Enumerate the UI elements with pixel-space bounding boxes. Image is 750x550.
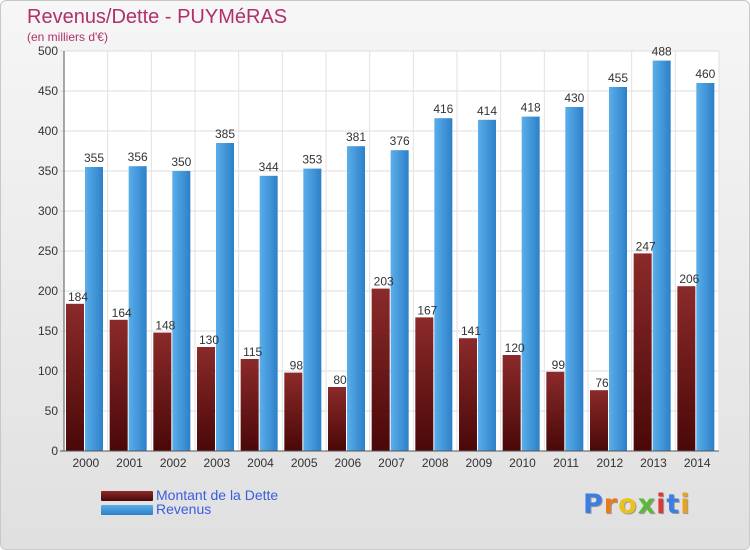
bar-revenus bbox=[565, 107, 584, 451]
data-label-revenus: 353 bbox=[302, 153, 322, 167]
data-label-revenus: 488 bbox=[652, 45, 672, 59]
legend-swatch-revenus bbox=[101, 505, 153, 515]
bar-revenus bbox=[609, 87, 627, 451]
bar-dette bbox=[459, 338, 477, 451]
data-label-dette: 98 bbox=[290, 359, 304, 373]
y-tick-label: 150 bbox=[38, 324, 58, 338]
chart-title: Revenus/Dette - PUYMéRAS bbox=[27, 6, 288, 28]
data-label-dette: 115 bbox=[243, 345, 262, 359]
bar-revenus bbox=[521, 116, 540, 451]
bar-dette bbox=[546, 371, 565, 451]
data-label-dette: 148 bbox=[155, 319, 175, 333]
y-tick-label: 400 bbox=[38, 124, 58, 138]
y-tick-label: 100 bbox=[38, 364, 58, 378]
bar-dette bbox=[66, 303, 84, 451]
data-label-dette: 99 bbox=[552, 358, 566, 372]
bar-dette bbox=[240, 359, 259, 451]
x-tick-label: 2001 bbox=[116, 456, 143, 470]
data-label-revenus: 350 bbox=[171, 155, 191, 169]
bar-dette bbox=[197, 347, 215, 451]
data-label-dette: 184 bbox=[68, 290, 88, 304]
data-label-dette: 120 bbox=[505, 341, 525, 355]
chart-subtitle: (en milliers d'€) bbox=[27, 30, 108, 44]
x-tick-label: 2014 bbox=[684, 456, 711, 470]
bar-revenus bbox=[128, 166, 147, 451]
data-label-dette: 141 bbox=[461, 324, 481, 338]
bar-revenus bbox=[347, 146, 365, 451]
bar-revenus bbox=[259, 175, 278, 452]
bar-dette bbox=[677, 286, 696, 451]
y-tick-label: 450 bbox=[38, 84, 58, 98]
x-tick-label: 2002 bbox=[160, 456, 187, 470]
bar-dette bbox=[502, 355, 521, 451]
bar-revenus bbox=[172, 171, 191, 451]
legend-label-dette: Montant de la Dette bbox=[156, 487, 279, 503]
x-tick-label: 2011 bbox=[553, 456, 579, 470]
bar-dette bbox=[153, 332, 172, 451]
x-tick-label: 2008 bbox=[422, 456, 449, 470]
x-tick-label: 2013 bbox=[640, 456, 667, 470]
y-tick-label: 0 bbox=[51, 444, 58, 458]
y-tick-label: 250 bbox=[38, 244, 58, 258]
data-label-dette: 164 bbox=[112, 306, 132, 320]
x-tick-label: 2009 bbox=[465, 456, 492, 470]
data-label-revenus: 455 bbox=[608, 71, 628, 85]
bar-dette bbox=[590, 390, 608, 451]
data-label-revenus: 418 bbox=[521, 101, 541, 115]
y-tick-label: 50 bbox=[45, 404, 59, 418]
data-label-dette: 247 bbox=[636, 239, 656, 253]
data-label-revenus: 376 bbox=[390, 134, 410, 148]
x-tick-label: 2006 bbox=[334, 456, 361, 470]
data-label-revenus: 416 bbox=[433, 102, 453, 116]
bar-revenus bbox=[303, 168, 322, 451]
data-label-dette: 130 bbox=[199, 333, 219, 347]
bar-dette bbox=[371, 288, 390, 451]
data-label-dette: 167 bbox=[417, 303, 437, 317]
y-tick-label: 500 bbox=[38, 44, 58, 58]
x-tick-label: 2012 bbox=[596, 456, 623, 470]
bar-revenus bbox=[696, 83, 715, 451]
proxiti-logo: Proxiti bbox=[583, 489, 691, 520]
x-tick-label: 2010 bbox=[509, 456, 536, 470]
data-label-revenus: 344 bbox=[259, 160, 279, 174]
bar-dette bbox=[633, 253, 652, 451]
bar-revenus bbox=[390, 150, 409, 451]
data-label-dette: 76 bbox=[595, 376, 609, 390]
data-label-revenus: 381 bbox=[346, 130, 366, 144]
bar-revenus bbox=[434, 118, 453, 451]
y-tick-label: 200 bbox=[38, 284, 58, 298]
data-label-revenus: 356 bbox=[128, 150, 148, 164]
data-label-revenus: 460 bbox=[695, 67, 715, 81]
legend-swatch-dette bbox=[101, 491, 153, 501]
data-label-revenus: 414 bbox=[477, 104, 497, 118]
bar-dette bbox=[109, 319, 128, 451]
bar-revenus bbox=[652, 60, 671, 451]
bar-dette bbox=[415, 317, 434, 451]
x-tick-label: 2003 bbox=[203, 456, 230, 470]
data-label-dette: 80 bbox=[333, 373, 347, 387]
y-tick-label: 350 bbox=[38, 164, 58, 178]
x-tick-label: 2005 bbox=[291, 456, 318, 470]
x-tick-label: 2007 bbox=[378, 456, 405, 470]
data-label-revenus: 430 bbox=[564, 91, 584, 105]
bar-dette bbox=[328, 387, 346, 451]
data-label-dette: 206 bbox=[679, 272, 699, 286]
x-tick-label: 2000 bbox=[72, 456, 99, 470]
y-tick-label: 300 bbox=[38, 204, 58, 218]
bar-dette bbox=[284, 372, 303, 451]
x-tick-label: 2004 bbox=[247, 456, 274, 470]
data-label-dette: 203 bbox=[374, 275, 394, 289]
bar-revenus bbox=[216, 143, 234, 451]
legend-label-revenus: Revenus bbox=[156, 501, 212, 517]
data-label-revenus: 385 bbox=[215, 127, 235, 141]
bar-revenus bbox=[85, 167, 103, 451]
bar-revenus bbox=[478, 119, 496, 452]
data-label-revenus: 355 bbox=[84, 151, 104, 165]
